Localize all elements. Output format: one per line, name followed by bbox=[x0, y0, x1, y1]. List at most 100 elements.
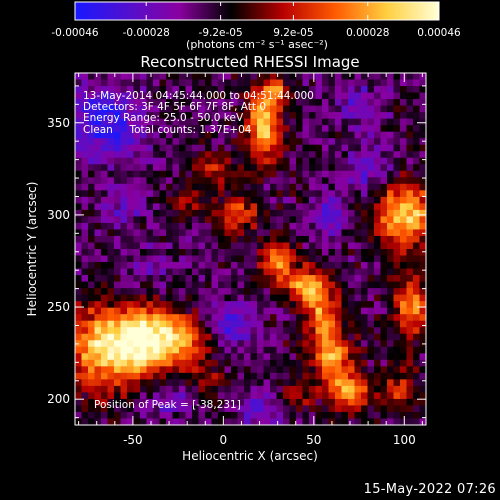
heatmap-cell bbox=[192, 222, 200, 231]
heatmap-cell bbox=[289, 79, 297, 87]
heatmap-cell bbox=[166, 92, 174, 100]
heatmap-cell bbox=[146, 99, 154, 107]
heatmap-cell bbox=[81, 112, 89, 120]
heatmap-cell bbox=[81, 262, 89, 270]
heatmap-cell bbox=[328, 125, 336, 133]
heatmap-cell bbox=[159, 79, 167, 87]
heatmap-cell bbox=[133, 359, 141, 367]
heatmap-cell bbox=[309, 235, 317, 244]
heatmap-cell bbox=[81, 281, 89, 289]
heatmap-cell bbox=[218, 262, 226, 270]
heatmap-cell bbox=[205, 249, 213, 257]
heatmap-cell bbox=[172, 170, 180, 178]
heatmap-cell bbox=[296, 346, 304, 354]
heatmap-cell bbox=[211, 151, 219, 159]
heatmap-cell bbox=[276, 379, 284, 387]
heatmap-cell bbox=[374, 268, 382, 276]
heatmap-cell bbox=[127, 320, 135, 328]
heatmap-cell bbox=[361, 379, 369, 387]
heatmap-cell bbox=[120, 262, 128, 270]
heatmap-cell bbox=[309, 249, 317, 257]
heatmap-cell bbox=[367, 151, 375, 159]
heatmap-cell bbox=[224, 327, 232, 335]
heatmap-cell bbox=[237, 151, 245, 159]
heatmap-cell bbox=[88, 346, 96, 354]
heatmap-cell bbox=[335, 379, 343, 387]
heatmap-cell bbox=[237, 164, 245, 172]
heatmap-cell bbox=[198, 86, 206, 94]
heatmap-cell bbox=[315, 366, 323, 374]
heatmap-cell bbox=[231, 340, 239, 348]
heatmap-cell bbox=[153, 222, 161, 231]
heatmap-cell bbox=[107, 105, 115, 113]
heatmap-cell bbox=[127, 281, 135, 289]
heatmap-cell bbox=[328, 235, 336, 244]
heatmap-cell bbox=[192, 118, 200, 126]
heatmap-cell bbox=[120, 314, 128, 322]
heatmap-cell bbox=[172, 196, 180, 204]
heatmap-cell bbox=[374, 249, 382, 257]
heatmap-cell bbox=[211, 131, 219, 139]
heatmap-cell bbox=[380, 235, 388, 244]
heatmap-cell bbox=[88, 131, 96, 139]
heatmap-cell bbox=[159, 164, 167, 172]
heatmap-cell bbox=[107, 340, 115, 348]
heatmap-cell bbox=[257, 314, 265, 322]
heatmap-cell bbox=[244, 144, 252, 152]
heatmap-cell bbox=[127, 294, 135, 302]
heatmap-cell bbox=[237, 196, 245, 204]
heatmap-cell bbox=[140, 268, 148, 276]
heatmap-cell bbox=[140, 353, 148, 361]
heatmap-cell bbox=[393, 288, 401, 296]
heatmap-cell bbox=[263, 307, 271, 315]
heatmap-cell bbox=[224, 281, 232, 289]
heatmap-cell bbox=[75, 294, 83, 302]
heatmap-cell bbox=[302, 203, 310, 211]
heatmap-cell bbox=[218, 320, 226, 328]
heatmap-cell bbox=[361, 275, 369, 283]
heatmap-cell bbox=[322, 242, 330, 250]
heatmap-cell bbox=[263, 385, 271, 394]
heatmap-cell bbox=[315, 385, 323, 394]
heatmap-cell bbox=[179, 177, 187, 185]
heatmap-cell bbox=[120, 418, 128, 425]
heatmap-cell bbox=[81, 418, 89, 425]
heatmap-cell bbox=[185, 366, 193, 374]
heatmap-cell bbox=[218, 268, 226, 276]
heatmap-cell bbox=[400, 288, 408, 296]
heatmap-cell bbox=[218, 294, 226, 302]
heatmap-cell bbox=[387, 229, 395, 237]
heatmap-cell bbox=[341, 418, 349, 425]
heatmap-cell bbox=[153, 86, 161, 94]
heatmap-cell bbox=[380, 320, 388, 328]
heatmap-cell bbox=[406, 288, 414, 296]
heatmap-cell bbox=[250, 353, 258, 361]
heatmap-cell bbox=[192, 385, 200, 394]
heatmap-cell bbox=[270, 359, 278, 367]
heatmap-cell bbox=[185, 242, 193, 250]
heatmap-cell bbox=[380, 177, 388, 185]
heatmap-cell bbox=[192, 353, 200, 361]
heatmap-cell bbox=[101, 118, 109, 126]
heatmap-cell bbox=[75, 366, 83, 374]
heatmap-cell bbox=[224, 307, 232, 315]
heatmap-cell bbox=[75, 86, 83, 94]
heatmap-cell bbox=[270, 392, 278, 400]
heatmap-cell bbox=[322, 392, 330, 400]
heatmap-cell bbox=[153, 255, 161, 263]
heatmap-cell bbox=[413, 235, 421, 244]
heatmap-cell bbox=[296, 411, 304, 420]
heatmap-cell bbox=[315, 229, 323, 237]
heatmap-cell bbox=[75, 183, 83, 191]
heatmap-cell bbox=[159, 314, 167, 322]
heatmap-cell bbox=[341, 229, 349, 237]
heatmap-cell bbox=[270, 118, 278, 126]
heatmap-cell bbox=[270, 333, 278, 341]
heatmap-cell bbox=[302, 209, 310, 218]
heatmap-cell bbox=[263, 366, 271, 374]
heatmap-cell bbox=[127, 229, 135, 237]
heatmap-cell bbox=[205, 333, 213, 341]
heatmap-cell bbox=[387, 405, 395, 413]
heatmap-cell bbox=[231, 327, 239, 335]
heatmap-cell bbox=[88, 281, 96, 289]
